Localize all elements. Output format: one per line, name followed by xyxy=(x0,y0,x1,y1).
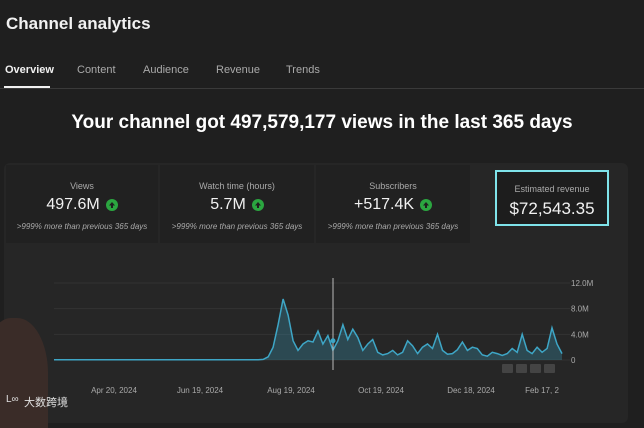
stat-note: >999% more than previous 365 days xyxy=(171,222,303,231)
x-tick-label: Dec 18, 2024 xyxy=(447,386,495,395)
series-line xyxy=(54,298,563,361)
x-tick-label: Feb 17, 2 xyxy=(525,386,559,395)
zoom-out-icon[interactable] xyxy=(502,364,513,373)
stat-label: Subscribers xyxy=(369,181,417,191)
stat-value: 497.6M xyxy=(46,196,100,213)
arrow-up-icon xyxy=(420,199,433,211)
tab-bar: Overview Content Audience Revenue Trends xyxy=(0,56,644,88)
tab-trends[interactable]: Trends xyxy=(286,64,320,76)
y-tick-label: 12.0M xyxy=(571,279,594,288)
tab-content[interactable]: Content xyxy=(77,64,116,76)
tab-audience[interactable]: Audience xyxy=(143,64,189,76)
stat-watch-time[interactable]: Watch time (hours) 5.7M >999% more than … xyxy=(160,165,314,243)
series-area xyxy=(54,299,562,360)
cursor-marker xyxy=(330,338,336,344)
stat-note: >999% more than previous 365 days xyxy=(16,222,148,231)
x-tick-label: Aug 19, 2024 xyxy=(267,386,315,395)
arrow-up-icon xyxy=(105,199,118,211)
tabs-divider xyxy=(0,88,644,89)
stat-estimated-revenue[interactable]: Estimated revenue $72,543.35 xyxy=(495,170,609,226)
y-tick-label: 8.0M xyxy=(571,305,589,314)
watermark-logo: L∞ xyxy=(6,394,19,405)
stat-value: $72,543.35 xyxy=(509,199,595,218)
chart-control-icon[interactable] xyxy=(516,364,527,373)
stat-label: Watch time (hours) xyxy=(199,181,275,191)
stat-views[interactable]: Views 497.6M >999% more than previous 36… xyxy=(6,165,158,243)
headline: Your channel got 497,579,177 views in th… xyxy=(71,112,573,133)
views-chart[interactable]: 12.0M 8.0M 4.0M 0 Apr 20, 2024 Jun 19, 2024 Au… xyxy=(4,246,628,423)
stat-label: Estimated revenue xyxy=(514,184,590,194)
stat-note: >999% more than previous 365 days xyxy=(327,222,459,231)
tab-overview[interactable]: Overview xyxy=(5,64,54,76)
active-tab-indicator xyxy=(4,86,50,88)
watermark-text: 大数跨境 xyxy=(24,397,68,409)
presenter-avatar xyxy=(0,318,48,428)
arrow-up-icon xyxy=(251,199,264,211)
stat-label: Views xyxy=(70,181,94,191)
analytics-card: Views 497.6M >999% more than previous 36… xyxy=(4,163,628,423)
stat-subscribers[interactable]: Subscribers +517.4K >999% more than prev… xyxy=(316,165,470,243)
tab-revenue[interactable]: Revenue xyxy=(216,64,261,76)
stat-value: +517.4K xyxy=(353,196,415,213)
stat-value: 5.7M xyxy=(210,196,246,213)
x-tick-label: Oct 19, 2024 xyxy=(358,386,404,395)
y-tick-label: 0 xyxy=(571,356,576,365)
y-tick-label: 4.0M xyxy=(571,330,589,339)
chart-control-icon[interactable] xyxy=(530,364,541,373)
chart-control-icon[interactable] xyxy=(544,364,555,373)
x-tick-label: Apr 20, 2024 xyxy=(91,386,137,395)
page-title: Channel analytics xyxy=(6,14,151,33)
x-tick-label: Jun 19, 2024 xyxy=(177,386,224,395)
